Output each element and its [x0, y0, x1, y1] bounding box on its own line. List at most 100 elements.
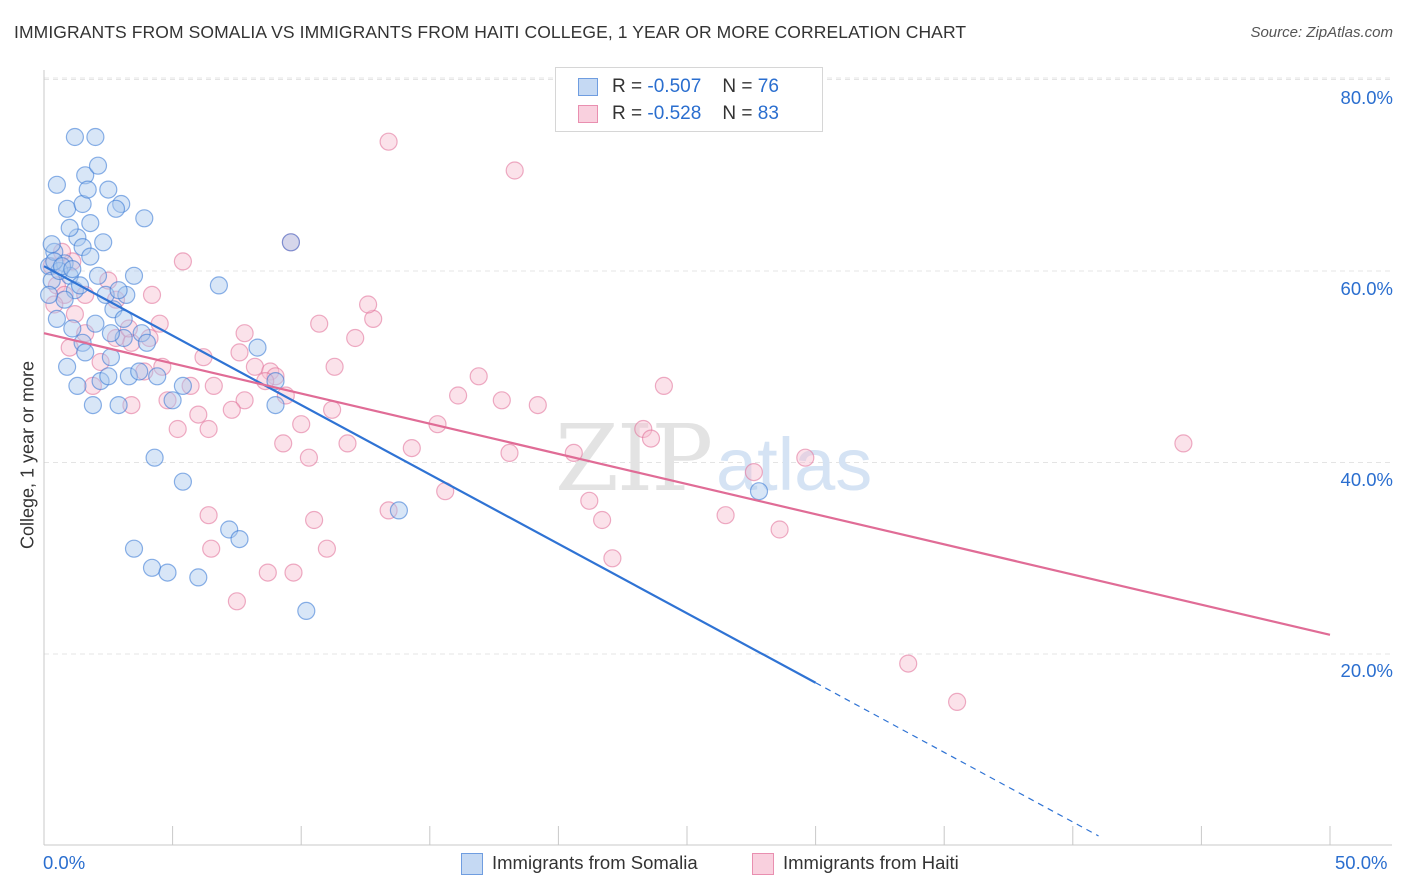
y-tick-60: 60.0% [1340, 278, 1393, 299]
x-tick-min: 0.0% [43, 852, 86, 873]
data-point [500, 443, 519, 462]
data-point [163, 391, 182, 410]
watermark-atlas: atlas [716, 423, 872, 506]
bottom-legend-swatch-haiti [752, 853, 774, 875]
data-point [78, 180, 97, 199]
data-point [274, 434, 293, 453]
data-point [173, 252, 192, 271]
data-point [230, 529, 249, 549]
data-point [158, 391, 177, 410]
data-point [101, 324, 121, 343]
legend-swatch-haiti [578, 105, 598, 123]
data-point [158, 563, 177, 582]
data-point [94, 233, 113, 252]
legend-n-label-haiti: N = [722, 103, 753, 124]
legend-n-value-haiti: 83 [757, 103, 779, 124]
data-point [47, 309, 67, 328]
data-point [88, 266, 108, 285]
data-point [580, 491, 599, 510]
data-point [57, 199, 77, 218]
chart-title: IMMIGRANTS FROM SOMALIA VS IMMIGRANTS FR… [14, 22, 967, 42]
data-point [52, 242, 72, 261]
data-point [60, 218, 79, 237]
data-point [654, 376, 674, 395]
data-point [389, 501, 408, 520]
data-point [173, 376, 192, 395]
legend-swatch-somalia [578, 78, 598, 96]
data-point [81, 214, 100, 233]
data-point [63, 260, 82, 279]
data-point [402, 439, 421, 458]
data-point [42, 271, 61, 290]
data-point [222, 400, 241, 419]
data-point [299, 448, 318, 467]
data-point [148, 367, 167, 386]
data-point [145, 448, 164, 467]
data-point [305, 510, 324, 530]
data-point [245, 357, 264, 376]
series-somalia [39, 127, 769, 621]
data-point [86, 127, 105, 147]
data-point [209, 276, 228, 295]
x-tick-max: 50.0% [1335, 852, 1388, 873]
data-point [99, 367, 118, 386]
axes [43, 70, 1392, 846]
data-point [248, 338, 267, 357]
data-point [57, 357, 77, 376]
data-point [297, 601, 316, 621]
data-point [132, 324, 151, 343]
data-point [130, 362, 149, 381]
data-point [124, 266, 144, 285]
data-point [227, 592, 246, 611]
y-axis-title: College, 1 year or more [17, 360, 38, 550]
data-point [88, 156, 108, 175]
data-point [505, 161, 524, 180]
data-point [338, 434, 357, 453]
data-point [947, 692, 967, 712]
data-point [359, 295, 378, 314]
data-point [603, 549, 622, 568]
data-point [266, 367, 285, 386]
trend-line-extension [815, 682, 1099, 837]
data-point [281, 233, 300, 252]
trend-lines [43, 265, 1331, 837]
data-point [142, 285, 162, 304]
data-point [109, 281, 128, 300]
data-point [199, 419, 218, 439]
legend-n-label-somalia: N = [722, 76, 753, 97]
y-tick-40: 40.0% [1340, 469, 1393, 490]
data-point [63, 319, 82, 338]
bottom-legend-label-haiti: Immigrants from Haiti [783, 852, 959, 873]
legend-stats-somalia: R = -0.507 N = 76 [612, 76, 779, 98]
data-point [135, 209, 154, 228]
data-point [173, 472, 192, 491]
data-point [749, 482, 769, 501]
bottom-legend-label-somalia: Immigrants from Somalia [492, 852, 698, 873]
data-point [168, 419, 187, 439]
data-point [106, 199, 126, 218]
data-point [109, 396, 128, 415]
trend-line [43, 265, 817, 684]
data-point [634, 419, 653, 439]
data-point [91, 352, 110, 372]
data-point [528, 396, 547, 415]
data-point [42, 235, 61, 254]
legend-r-value-somalia: -0.507 [647, 76, 702, 97]
data-point [317, 539, 336, 558]
data-point [68, 376, 87, 395]
data-point [65, 127, 85, 147]
data-point [47, 175, 67, 194]
data-point [83, 396, 103, 415]
data-point [492, 391, 511, 410]
trend-line [43, 332, 1331, 636]
data-point [284, 563, 303, 582]
data-point [68, 228, 87, 247]
data-point [199, 506, 218, 525]
data-point [323, 400, 342, 419]
data-point [39, 285, 59, 304]
source-credit: Source: ZipAtlas.com [1250, 24, 1393, 41]
data-point [379, 132, 398, 151]
data-point [122, 396, 141, 415]
data-point [1174, 434, 1193, 453]
data-point [592, 510, 612, 530]
